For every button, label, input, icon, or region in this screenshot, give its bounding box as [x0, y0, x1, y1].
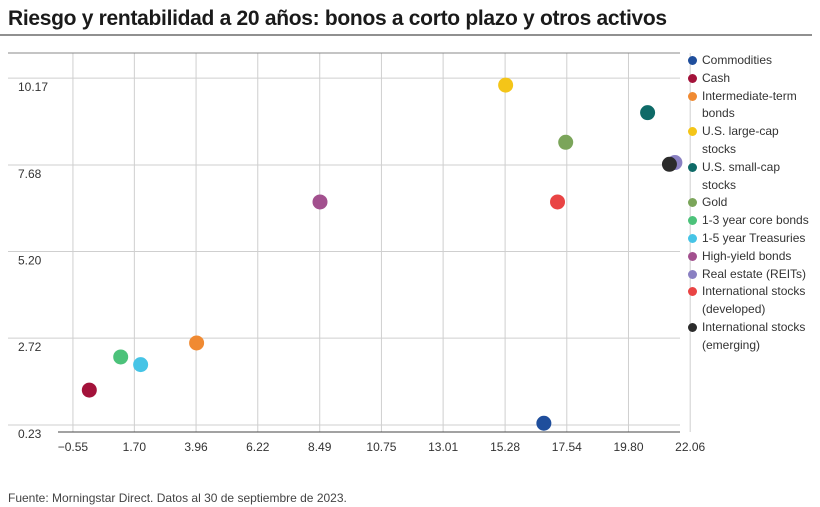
legend-item: International stocks (developed) — [686, 283, 816, 319]
legend-label: International stocks (developed) — [702, 284, 806, 317]
legend-item: Intermediate-term bonds — [686, 88, 816, 124]
legend-swatch — [688, 91, 697, 101]
x-tick-label: 3.96 — [184, 440, 208, 454]
vertical-gridlines — [72, 53, 691, 432]
legend-item: High-yield bonds — [686, 248, 816, 266]
x-tick-label: 17.54 — [552, 440, 582, 454]
legend-item: 1-5 year Treasuries — [686, 230, 816, 248]
x-tick-label: 22.06 — [675, 440, 705, 454]
x-tick-label: 15.28 — [490, 440, 520, 454]
point-commodities — [536, 415, 552, 431]
legend-label: Real estate (REITs) — [702, 266, 807, 281]
legend-swatch — [688, 198, 697, 208]
point-u-s-large-cap-stocks — [498, 77, 514, 93]
x-tick-label: 19.80 — [613, 440, 643, 454]
legend-swatch — [688, 322, 697, 332]
legend-label: 1-3 year core bonds — [702, 213, 809, 228]
legend-swatch — [688, 251, 697, 261]
point-international-stocks-developed — [550, 194, 566, 210]
x-tick-label: 10.75 — [366, 440, 396, 454]
legend-swatch — [688, 269, 697, 279]
legend-item: Commodities — [686, 52, 816, 70]
legend-swatch — [688, 233, 697, 243]
legend-swatch — [688, 56, 697, 65]
y-tick-label: 5.20 — [18, 254, 42, 268]
x-tick-label: 1.70 — [123, 440, 147, 454]
x-tick-label: 8.49 — [308, 440, 332, 454]
legend-swatch — [688, 162, 697, 172]
legend-swatch — [688, 127, 697, 137]
x-tick-label: 6.22 — [246, 440, 270, 454]
legend-swatch — [688, 216, 697, 226]
point-international-stocks-emerging — [661, 156, 677, 172]
x-axis-ticks: −0.55 1.70 3.96 6.22 8.49 10.75 13.01 15.28 17.5… — [58, 440, 706, 454]
point-intermediate-term-bonds — [189, 335, 205, 351]
y-tick-label: 7.68 — [18, 167, 42, 181]
data-points — [81, 77, 683, 431]
legend-item: Gold — [686, 194, 816, 212]
y-tick-label: 2.72 — [18, 340, 42, 354]
legend-label: Gold — [702, 195, 728, 210]
point-1-5-year-treasuries — [133, 357, 149, 373]
legend-label: International stocks (emerging) — [702, 319, 806, 352]
legend-label: 1-5 year Treasuries — [702, 230, 806, 245]
legend-item: Cash — [686, 70, 816, 88]
legend-label: High-yield bonds — [702, 248, 792, 263]
point-1-3-year-core-bonds — [113, 349, 129, 365]
source-footer: Fuente: Morningstar Direct. Datos al 30 … — [8, 491, 347, 505]
y-axis-ticks: 0.23 2.72 5.20 7.68 10.17 — [18, 80, 48, 441]
chart-title: Riesgo y rentabilidad a 20 años: bonos a… — [8, 7, 667, 30]
point-high-yield-bonds — [312, 194, 328, 210]
y-tick-label: 10.17 — [18, 80, 48, 94]
legend-item: 1-3 year core bonds — [686, 212, 816, 230]
legend-label: U.S. small-cap stocks — [702, 159, 781, 192]
legend-item: International stocks (emerging) — [686, 319, 816, 355]
legend-item: U.S. small-cap stocks — [686, 159, 816, 195]
legend-label: Intermediate-term bonds — [702, 88, 797, 121]
legend-label: Cash — [702, 70, 731, 85]
point-cash — [81, 382, 97, 398]
legend-label: Commodities — [702, 53, 773, 67]
legend-label: U.S. large-cap stocks — [702, 124, 779, 156]
legend: Commodities Cash Intermediate-term bonds U.… — [686, 52, 816, 355]
legend-item: Real estate (REITs) — [686, 266, 816, 284]
x-tick-label: −0.55 — [58, 440, 89, 454]
x-tick-label: 13.01 — [428, 440, 458, 454]
legend-swatch — [688, 73, 697, 83]
point-u-s-small-cap-stocks — [640, 105, 656, 121]
horizontal-gridlines — [8, 52, 680, 433]
legend-item: U.S. large-cap stocks — [686, 123, 816, 159]
point-gold — [558, 134, 574, 150]
legend-swatch — [688, 287, 697, 297]
y-tick-label: 0.23 — [18, 427, 42, 441]
